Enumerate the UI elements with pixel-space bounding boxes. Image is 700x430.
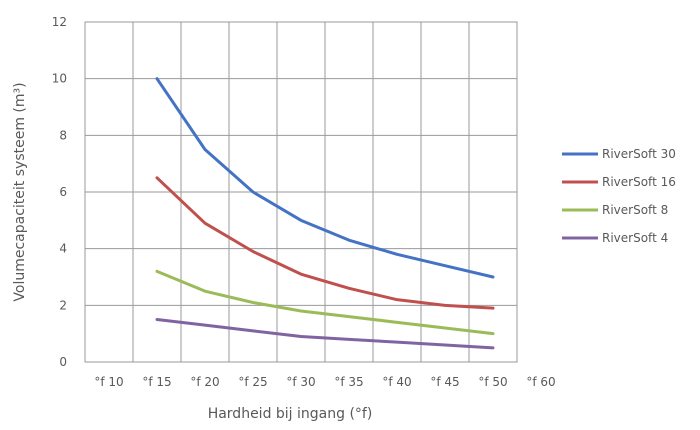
y-tick-label: 8: [59, 128, 67, 142]
legend: RiverSoft 30 RiverSoft 16 RiverSoft 8 River…: [562, 147, 676, 245]
y-tick-label: 10: [52, 72, 67, 86]
series-line-riversoft-30: [155, 77, 495, 279]
x-tick-label: °f 45: [430, 375, 459, 389]
series-line-riversoft-8: [155, 269, 495, 336]
x-tick-label: °f 15: [142, 375, 171, 389]
legend-label: RiverSoft 8: [602, 203, 668, 217]
y-tick-label: 4: [59, 242, 67, 256]
y-tick-label: 6: [59, 185, 67, 199]
series-line-riversoft-4: [155, 318, 495, 350]
x-axis-ticks: °f 10 °f 15 °f 20 °f 25 °f 30 °f 35 °f 40 °f 45…: [94, 375, 555, 389]
legend-label: RiverSoft 4: [602, 231, 668, 245]
x-tick-label: °f 40: [382, 375, 411, 389]
y-tick-label: 0: [59, 355, 67, 369]
series-line-riversoft-16: [155, 176, 495, 310]
legend-label: RiverSoft 16: [602, 175, 676, 189]
x-tick-label: °f 35: [334, 375, 363, 389]
x-tick-label: °f 25: [238, 375, 267, 389]
x-tick-label: °f 10: [94, 375, 123, 389]
x-tick-label: °f 30: [286, 375, 315, 389]
plot-area-frame: [84, 21, 518, 363]
y-axis-ticks: 0 2 4 6 8 10 12: [52, 15, 67, 369]
x-tick-label: °f 60: [526, 375, 555, 389]
series-lines: [155, 77, 495, 350]
y-tick-label: 2: [59, 298, 67, 312]
y-tick-label: 12: [52, 15, 67, 29]
y-axis-title: Volumecapaciteit systeem (m³): [12, 82, 28, 301]
x-axis-title: Hardheid bij ingang (°f): [208, 406, 373, 422]
x-tick-label: °f 20: [190, 375, 219, 389]
legend-label: RiverSoft 30: [602, 147, 676, 161]
x-tick-label: °f 50: [478, 375, 507, 389]
